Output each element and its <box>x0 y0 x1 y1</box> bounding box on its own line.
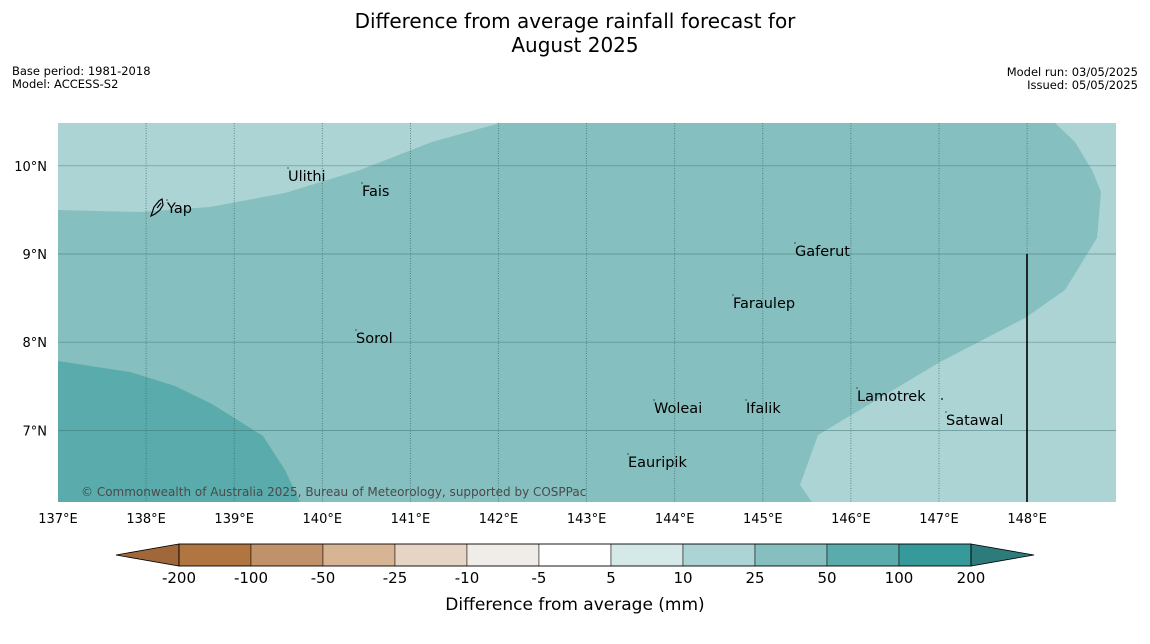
colorbar-tick-label: 25 <box>745 569 764 587</box>
place-label-faraulep: Faraulep <box>733 296 795 312</box>
place-marker <box>287 167 289 169</box>
lon-tick-label: 148°E <box>1007 512 1047 527</box>
colorbar-segment <box>826 543 900 567</box>
map-area: Yap Ulithi Fais Gaferut Faraulep Sorol Woleai I… <box>58 123 1116 502</box>
colorbar-tick-label: 50 <box>817 569 836 587</box>
place-label-fais: Fais <box>362 184 389 200</box>
colorbar-title: Difference from average (mm) <box>445 595 704 615</box>
region-25-50 <box>58 123 1101 502</box>
place-marker <box>732 294 734 296</box>
place-marker <box>745 399 747 401</box>
lon-tick-label: 147°E <box>919 512 959 527</box>
colorbar-tick-label: -100 <box>234 569 268 587</box>
place-label-sorol: Sorol <box>356 331 393 347</box>
latitude-labels: 10°N 9°N 8°N 7°N <box>14 160 47 440</box>
colorbar-segment <box>538 543 612 567</box>
place-marker <box>355 329 357 331</box>
colorbar-tick-label: 100 <box>885 569 914 587</box>
colorbar-segment <box>322 543 396 567</box>
colorbar-tick-label: 5 <box>606 569 616 587</box>
colorbar-segment <box>178 543 252 567</box>
region-50-100 <box>58 361 300 502</box>
colorbar-extend-low <box>115 543 180 567</box>
colorbar-tick-label: 10 <box>673 569 692 587</box>
place-label-yap: Yap <box>166 201 192 217</box>
lat-tick-label: 9°N <box>23 248 48 263</box>
meta-left: Base period: 1981-2018 Model: ACCESS-S2 <box>12 65 151 91</box>
colorbar-tick-label: -10 <box>455 569 480 587</box>
map-title: Difference from average rainfall forecas… <box>0 9 1150 57</box>
colorbar-labels: -200 -100 -50 -25 -10 -5 5 10 25 50 100 200 <box>162 569 985 587</box>
longitude-labels: 137°E 138°E 139°E 140°E 141°E 142°E 143°E 144°E… <box>38 512 1047 527</box>
place-label-satawal: Satawal <box>946 413 1003 429</box>
colorbar-tick-label: -50 <box>311 569 336 587</box>
colorbar-tick-label: -5 <box>532 569 547 587</box>
colorbar-segment <box>610 543 684 567</box>
issued-date: Issued: 05/05/2025 <box>1027 78 1138 92</box>
lon-tick-label: 141°E <box>391 512 431 527</box>
colorbar-extend-high <box>970 543 1035 567</box>
lat-tick-label: 8°N <box>23 336 48 351</box>
place-label-woleai: Woleai <box>654 401 702 417</box>
title-line-1: Difference from average rainfall forecas… <box>354 9 796 33</box>
lon-tick-label: 140°E <box>303 512 343 527</box>
lon-tick-label: 142°E <box>479 512 519 527</box>
place-label-gaferut: Gaferut <box>795 244 850 260</box>
place-marker <box>627 453 629 455</box>
colorbar-tick-label: -25 <box>383 569 408 587</box>
lon-tick-label: 144°E <box>655 512 695 527</box>
place-label-ifalik: Ifalik <box>746 401 781 417</box>
colorbar-segment <box>754 543 828 567</box>
copyright-text: © Commonwealth of Australia 2025, Bureau… <box>81 485 586 499</box>
colorbar-tick-label: -200 <box>162 569 196 587</box>
place-marker <box>653 399 655 401</box>
title-line-2: August 2025 <box>511 33 639 57</box>
longitude-gridlines <box>145 123 1028 502</box>
lon-tick-label: 137°E <box>38 512 78 527</box>
colorbar-segment <box>250 543 324 567</box>
place-label-eauripik: Eauripik <box>628 455 687 471</box>
colorbar-segment <box>898 543 972 567</box>
lat-tick-label: 10°N <box>14 160 47 175</box>
base-period: Base period: 1981-2018 <box>12 64 151 78</box>
colorbar-segment <box>682 543 756 567</box>
yap-island-shape <box>149 197 164 218</box>
colorbar-segment <box>466 543 540 567</box>
place-label-lamotrek: Lamotrek <box>857 389 926 405</box>
lon-tick-label: 145°E <box>743 512 783 527</box>
place-marker <box>856 387 858 389</box>
place-label-ulithi: Ulithi <box>288 169 326 185</box>
latitude-gridlines <box>58 165 1116 431</box>
colorbar-tick-label: 200 <box>957 569 986 587</box>
lon-tick-label: 143°E <box>567 512 607 527</box>
place-marker <box>794 242 796 244</box>
model-run: Model run: 03/05/2025 <box>1006 65 1138 79</box>
place-marker <box>361 182 363 184</box>
lon-tick-label: 139°E <box>214 512 254 527</box>
place-labels: Yap Ulithi Fais Gaferut Faraulep Sorol Woleai I… <box>166 167 1003 471</box>
colorbar <box>115 543 1035 567</box>
model-name: Model: ACCESS-S2 <box>12 77 119 91</box>
colorbar-segment <box>394 543 468 567</box>
colorbar-frame <box>178 543 972 567</box>
lon-tick-label: 146°E <box>831 512 871 527</box>
meta-right: Model run: 03/05/2025 Issued: 05/05/2025 <box>1007 66 1138 92</box>
place-marker <box>945 411 947 413</box>
lon-tick-label: 138°E <box>126 512 166 527</box>
lat-tick-label: 7°N <box>23 424 48 439</box>
place-marker <box>166 199 168 201</box>
region-fringe <box>58 123 80 126</box>
island-dot <box>941 398 943 400</box>
